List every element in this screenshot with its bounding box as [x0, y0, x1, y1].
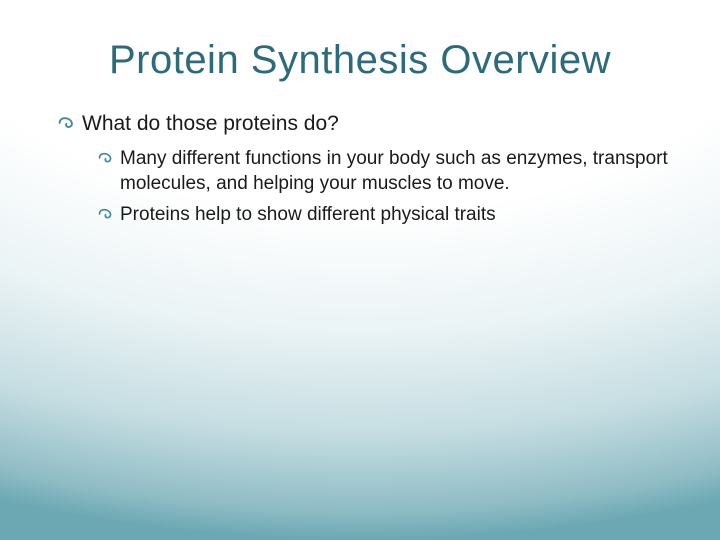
bullet-text: Many different functions in your body su…: [120, 147, 670, 196]
slide-container: Protein Synthesis Overview What do those…: [0, 0, 720, 540]
bullet-level-1: What do those proteins do?: [58, 111, 670, 137]
bullet-level-2: Many different functions in your body su…: [98, 147, 670, 196]
bullet-text: What do those proteins do?: [82, 111, 339, 137]
swirl-bullet-icon: [98, 207, 116, 226]
slide-title: Protein Synthesis Overview: [50, 38, 670, 83]
bullet-text: Proteins help to show different physical…: [120, 203, 496, 228]
bullet-level-2: Proteins help to show different physical…: [98, 203, 670, 228]
swirl-bullet-icon: [58, 115, 78, 136]
swirl-bullet-icon: [98, 151, 116, 170]
